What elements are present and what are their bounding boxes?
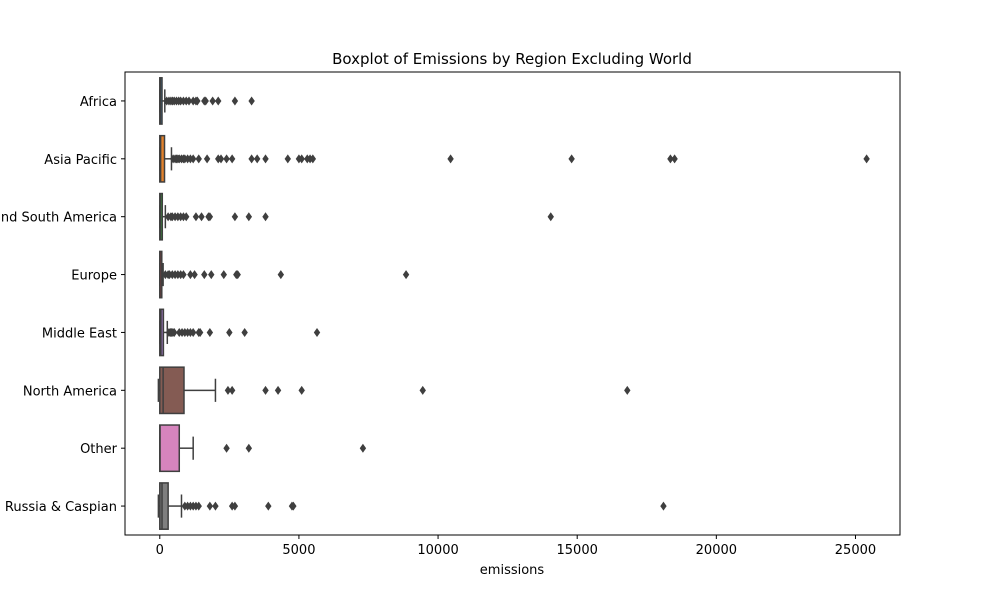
outlier-point xyxy=(298,154,305,164)
outlier-point xyxy=(262,385,269,395)
outlier-point xyxy=(262,212,269,222)
outlier-point xyxy=(359,443,367,453)
outlier-point xyxy=(187,270,194,280)
outlier-point xyxy=(202,96,209,106)
outlier-point xyxy=(863,154,870,164)
outlier-point xyxy=(223,154,230,164)
outlier-point xyxy=(203,154,211,164)
outlier-point xyxy=(189,154,197,164)
outlier-point xyxy=(223,443,230,453)
box-group xyxy=(159,192,554,241)
outlier-point xyxy=(660,501,667,511)
outlier-point xyxy=(198,212,205,222)
outlier-point xyxy=(309,154,317,164)
outlier-point xyxy=(245,443,253,453)
outlier-point xyxy=(248,154,255,164)
outlier-point xyxy=(277,270,285,280)
outlier-point xyxy=(231,212,239,222)
outlier-point xyxy=(262,154,269,164)
box-group xyxy=(159,308,321,357)
outlier-point xyxy=(206,501,214,511)
box-iqr xyxy=(159,134,166,183)
outlier-point xyxy=(206,212,214,222)
y-tick-label: Central and South America xyxy=(0,211,117,226)
outlier-point xyxy=(228,154,236,164)
box-iqr xyxy=(159,482,169,530)
outlier-point xyxy=(189,327,197,337)
y-tick-label: Russia & Caspian xyxy=(5,500,117,515)
outlier-point xyxy=(192,212,200,222)
box-iqr xyxy=(159,424,181,473)
outlier-point xyxy=(241,327,248,337)
outlier-point xyxy=(206,327,214,337)
outlier-point xyxy=(547,212,554,222)
outlier-point xyxy=(274,385,282,395)
outlier-point xyxy=(265,501,272,511)
x-axis-label: emissions xyxy=(480,563,545,578)
plot-area xyxy=(124,71,901,536)
outlier-point xyxy=(568,154,575,164)
outlier-point xyxy=(231,501,239,511)
x-axis-ticks: 0 5000 10000 15000 20000 25000 xyxy=(156,535,876,558)
outlier-point xyxy=(245,212,253,222)
box-group xyxy=(159,134,870,183)
outlier-point xyxy=(419,385,426,395)
outlier-point xyxy=(208,270,215,280)
y-tick-label: Other xyxy=(80,442,118,457)
x-tick-label: 10000 xyxy=(417,543,458,558)
outlier-point xyxy=(180,270,187,280)
box-group xyxy=(157,366,631,415)
outlier-point xyxy=(195,154,202,164)
outlier-point xyxy=(234,270,241,280)
outlier-point xyxy=(671,154,678,164)
x-tick-label: 25000 xyxy=(835,543,876,558)
outlier-point xyxy=(196,327,204,337)
box-group xyxy=(159,250,410,299)
outlier-point xyxy=(194,96,201,106)
y-axis-ticks: Africa Asia Pacific Central and South Amer… xyxy=(0,95,125,515)
outlier-point xyxy=(624,385,631,395)
box-group xyxy=(159,424,367,473)
y-tick-label: Middle East xyxy=(42,326,117,341)
outlier-point xyxy=(290,501,297,511)
outlier-point xyxy=(185,96,193,106)
outlier-point xyxy=(191,270,198,280)
outlier-point xyxy=(171,327,178,337)
outlier-point xyxy=(284,154,291,164)
outlier-point xyxy=(447,154,454,164)
outlier-point xyxy=(195,501,202,511)
x-tick-label: 0 xyxy=(156,543,164,558)
outlier-point xyxy=(253,154,261,164)
y-tick-label: Europe xyxy=(71,269,117,284)
chart-title: Boxplot of Emissions by Region Excluding… xyxy=(332,50,692,68)
outlier-point xyxy=(298,385,305,395)
outlier-point xyxy=(248,96,255,106)
x-tick-label: 20000 xyxy=(696,543,737,558)
y-tick-label: North America xyxy=(23,384,117,399)
outlier-point xyxy=(201,270,208,280)
outlier-point xyxy=(209,96,216,106)
outlier-point xyxy=(217,154,225,164)
y-tick-label: Africa xyxy=(80,95,117,110)
outlier-point xyxy=(313,327,321,337)
outlier-point xyxy=(212,501,219,511)
x-tick-label: 15000 xyxy=(557,543,598,558)
box-group xyxy=(159,77,255,125)
y-tick-label: Asia Pacific xyxy=(44,153,117,168)
outlier-point xyxy=(402,270,410,280)
outlier-point xyxy=(224,385,232,395)
outlier-point xyxy=(228,385,236,395)
x-tick-label: 5000 xyxy=(282,543,315,558)
boxes-layer xyxy=(157,77,870,530)
box-group xyxy=(157,482,667,530)
outlier-point xyxy=(215,96,222,106)
outlier-point xyxy=(226,327,233,337)
outlier-point xyxy=(231,96,239,106)
outlier-point xyxy=(220,270,227,280)
outlier-point xyxy=(667,154,674,164)
outlier-point xyxy=(183,212,190,222)
